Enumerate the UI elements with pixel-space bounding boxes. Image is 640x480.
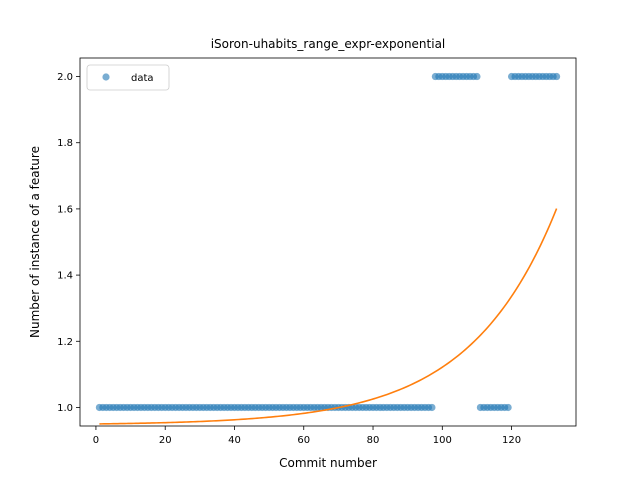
legend-box — [86, 64, 170, 91]
x-tick-label: 120 — [502, 435, 521, 446]
y-tick-label: 1.4 — [57, 271, 73, 282]
data-point — [428, 403, 436, 412]
data-point — [473, 72, 481, 81]
x-tick-label: 20 — [159, 435, 172, 446]
x-tick-label: 60 — [297, 435, 310, 446]
y-tick-label: 1.0 — [57, 403, 73, 414]
x-tick-label: 0 — [93, 435, 99, 446]
legend-marker — [102, 73, 110, 81]
y-axis-label: Number of instance of a feature — [28, 146, 42, 338]
y-tick-label: 1.2 — [57, 337, 73, 348]
y-tick-label: 1.6 — [57, 204, 73, 215]
legend: data — [86, 64, 170, 91]
x-tick-label: 80 — [367, 435, 380, 446]
fit-line — [99, 208, 558, 425]
y-tick-label: 1.8 — [57, 138, 73, 149]
plot-area: 0 20 40 60 80 100 120 1.0 1.2 1.4 1.6 1.8 2.0 — [57, 57, 577, 446]
y-tick-label: 2.0 — [57, 72, 73, 83]
chart-title: iSoron-uhabits_range_expr-exponential — [211, 37, 446, 51]
data-points — [95, 72, 561, 412]
x-axis-label: Commit number — [279, 456, 377, 470]
data-point — [504, 403, 512, 412]
axes-frame — [79, 57, 577, 427]
x-tick-label: 40 — [228, 435, 241, 446]
x-tick-label: 100 — [433, 435, 452, 446]
data-point — [553, 72, 561, 81]
legend-label: data — [131, 73, 154, 84]
